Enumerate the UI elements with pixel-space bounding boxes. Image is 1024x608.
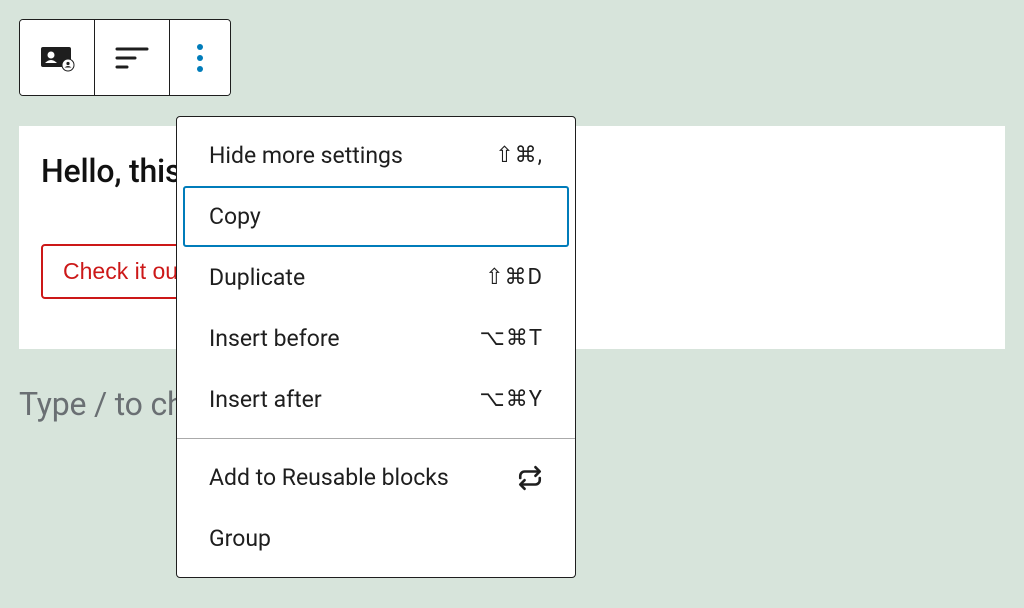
align-left-icon (115, 45, 149, 71)
menu-item-label: Copy (209, 203, 261, 230)
menu-item-duplicate[interactable]: Duplicate ⇧⌘D (183, 247, 569, 308)
menu-item-insert-before[interactable]: Insert before ⌥⌘T (183, 308, 569, 369)
menu-section: Add to Reusable blocks Group (177, 439, 575, 577)
menu-item-label: Hide more settings (209, 142, 403, 169)
menu-item-label: Insert before (209, 325, 340, 352)
more-options-button[interactable] (170, 20, 230, 95)
menu-item-shortcut: ⌥⌘T (480, 326, 543, 351)
menu-item-shortcut: ⇧⌘D (485, 265, 543, 290)
menu-item-shortcut: ⇧⌘, (495, 143, 543, 168)
menu-section: Hide more settings ⇧⌘, Copy Duplicate ⇧⌘… (177, 117, 575, 439)
block-inserter-placeholder[interactable]: Type / to ch (19, 385, 184, 423)
menu-item-label: Add to Reusable blocks (209, 464, 449, 491)
block-toolbar (19, 19, 231, 96)
menu-item-add-reusable[interactable]: Add to Reusable blocks (183, 447, 569, 508)
menu-item-label: Duplicate (209, 264, 305, 291)
contact-card-icon (37, 43, 77, 73)
menu-item-label: Insert after (209, 386, 322, 413)
block-options-menu: Hide more settings ⇧⌘, Copy Duplicate ⇧⌘… (176, 116, 576, 578)
menu-item-group[interactable]: Group (183, 508, 569, 569)
block-type-button[interactable] (20, 20, 95, 95)
align-button[interactable] (95, 20, 170, 95)
more-vertical-icon (196, 43, 204, 73)
menu-item-copy[interactable]: Copy (183, 186, 569, 247)
menu-item-shortcut: ⌥⌘Y (479, 387, 543, 412)
menu-item-insert-after[interactable]: Insert after ⌥⌘Y (183, 369, 569, 430)
menu-item-label: Group (209, 525, 271, 552)
menu-item-hide-more-settings[interactable]: Hide more settings ⇧⌘, (183, 125, 569, 186)
repeat-icon (517, 465, 543, 491)
